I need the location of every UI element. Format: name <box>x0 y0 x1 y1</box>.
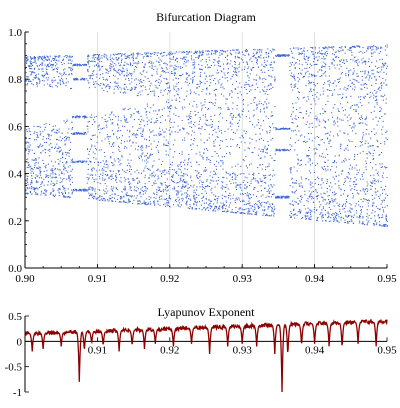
y-tick-label: 0.5 <box>8 311 22 323</box>
y-tick-label: 0 <box>17 336 23 348</box>
x-tick-label: 0.91 <box>88 344 107 356</box>
bifurcation-points <box>25 44 388 228</box>
y-tick-label: 1.0 <box>8 27 22 39</box>
lyapunov-series-line <box>24 318 388 393</box>
bifurcation-ticks: 0.90 0.91 0.92 0.93 0.94 0.95 0.0 0.2 0.4 0.6 0.8 1… <box>8 27 397 285</box>
x-tick-label: 0.95 <box>377 344 397 356</box>
bifurcation-gridlines <box>97 32 316 268</box>
lyapunov-ticks: 0.91 0.92 0.93 0.94 0.95 0.5 0 -0.5 -1 <box>5 311 398 399</box>
y-tick-label: 0.8 <box>8 74 22 86</box>
y-tick-label: 0.6 <box>8 121 22 133</box>
x-tick-label: 0.95 <box>377 273 397 285</box>
lyapunov-chart: Lyapunov Exponent 0.91 0.92 0.93 0.94 0.950.… <box>5 305 398 399</box>
x-tick-label: 0.94 <box>305 344 325 356</box>
x-tick-label: 0.93 <box>233 344 253 356</box>
bifurcation-point-cloud <box>25 44 388 228</box>
bifurcation-title: Bifurcation Diagram <box>156 10 256 24</box>
y-tick-label: 0.4 <box>8 169 22 181</box>
x-tick-label: 0.90 <box>15 273 35 285</box>
x-tick-label: 0.92 <box>160 273 179 285</box>
x-tick-label: 0.94 <box>305 273 325 285</box>
lyapunov-title: Lyapunov Exponent <box>158 305 256 319</box>
x-tick-label: 0.92 <box>160 344 179 356</box>
y-tick-label: 0.2 <box>8 216 22 228</box>
y-tick-label: 0.0 <box>8 263 22 275</box>
x-tick-label: 0.91 <box>88 273 107 285</box>
y-tick-label: -0.5 <box>5 362 23 374</box>
x-tick-label: 0.93 <box>233 273 253 285</box>
y-tick-label: -1 <box>13 387 22 399</box>
bifurcation-chart: Bifurcation Diagram 0.90 0.91 0.92 0.93 0.94… <box>8 10 397 285</box>
